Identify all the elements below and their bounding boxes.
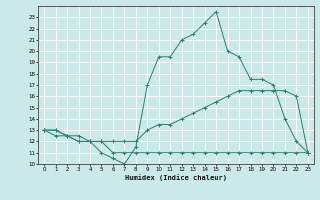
X-axis label: Humidex (Indice chaleur): Humidex (Indice chaleur)	[125, 174, 227, 181]
